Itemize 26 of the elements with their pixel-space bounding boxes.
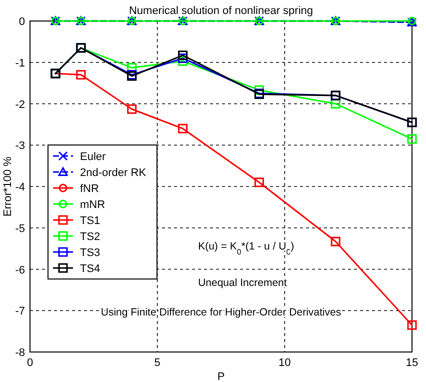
y-tick-label: 0 (18, 16, 25, 28)
legend-label: mNR (80, 199, 106, 211)
x-axis-title: P (217, 371, 225, 382)
x-tick-label: 0 (26, 357, 34, 369)
x-tick-label: 10 (278, 357, 291, 369)
annotation: Using Finite Difference for Higher-Order Derivatives (100, 306, 342, 319)
legend-label: TS2 (80, 231, 100, 243)
y-tick-label: -6 (15, 264, 25, 276)
x-tick-label: 15 (406, 357, 418, 369)
legend-label: fNR (80, 183, 99, 195)
legend-label: 2nd-order RK (80, 167, 147, 179)
legend-label: TS1 (80, 215, 100, 227)
y-tick-label: -7 (15, 306, 25, 318)
chart-title: Numerical solution of nonlinear spring (128, 5, 314, 17)
y-tick-label: -5 (15, 222, 25, 235)
y-tick-label: -2 (15, 98, 25, 111)
y-tick-label: -1 (15, 57, 25, 70)
legend-label: TS3 (80, 247, 100, 259)
x-tick-label: 5 (154, 357, 160, 369)
y-tick-label: -3 (15, 140, 25, 152)
y-tick-label: -8 (15, 347, 25, 359)
y-axis-title: Error*100 % (2, 156, 14, 216)
legend-label: Euler (80, 151, 106, 163)
y-tick-label: -4 (15, 182, 25, 194)
legend-label: TS4 (80, 263, 100, 275)
annotation: Unequal Increment (198, 276, 287, 289)
